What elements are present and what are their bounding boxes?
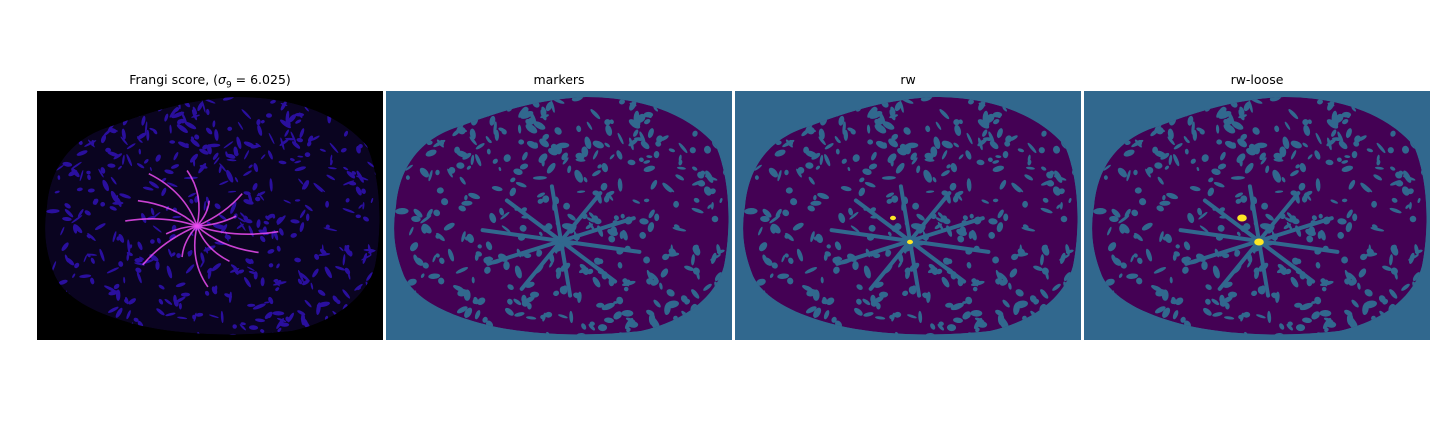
panel-title-markers: markers	[533, 72, 585, 87]
frangi-score-image	[37, 91, 383, 340]
segmented-vessel-spot	[907, 239, 913, 245]
rw-image	[735, 91, 1081, 340]
markers-image	[386, 91, 732, 340]
segmented-vessel-spot	[1254, 238, 1264, 246]
rw-loose-image	[1084, 91, 1430, 340]
segmented-vessel-spot	[890, 215, 896, 221]
panel-title-rw-loose: rw-loose	[1230, 72, 1284, 87]
panel-title-frangi: Frangi score, (σ9 = 6.025)	[129, 72, 291, 91]
panel-title-rw: rw	[900, 72, 916, 87]
segmented-vessel-spot	[1237, 214, 1247, 222]
